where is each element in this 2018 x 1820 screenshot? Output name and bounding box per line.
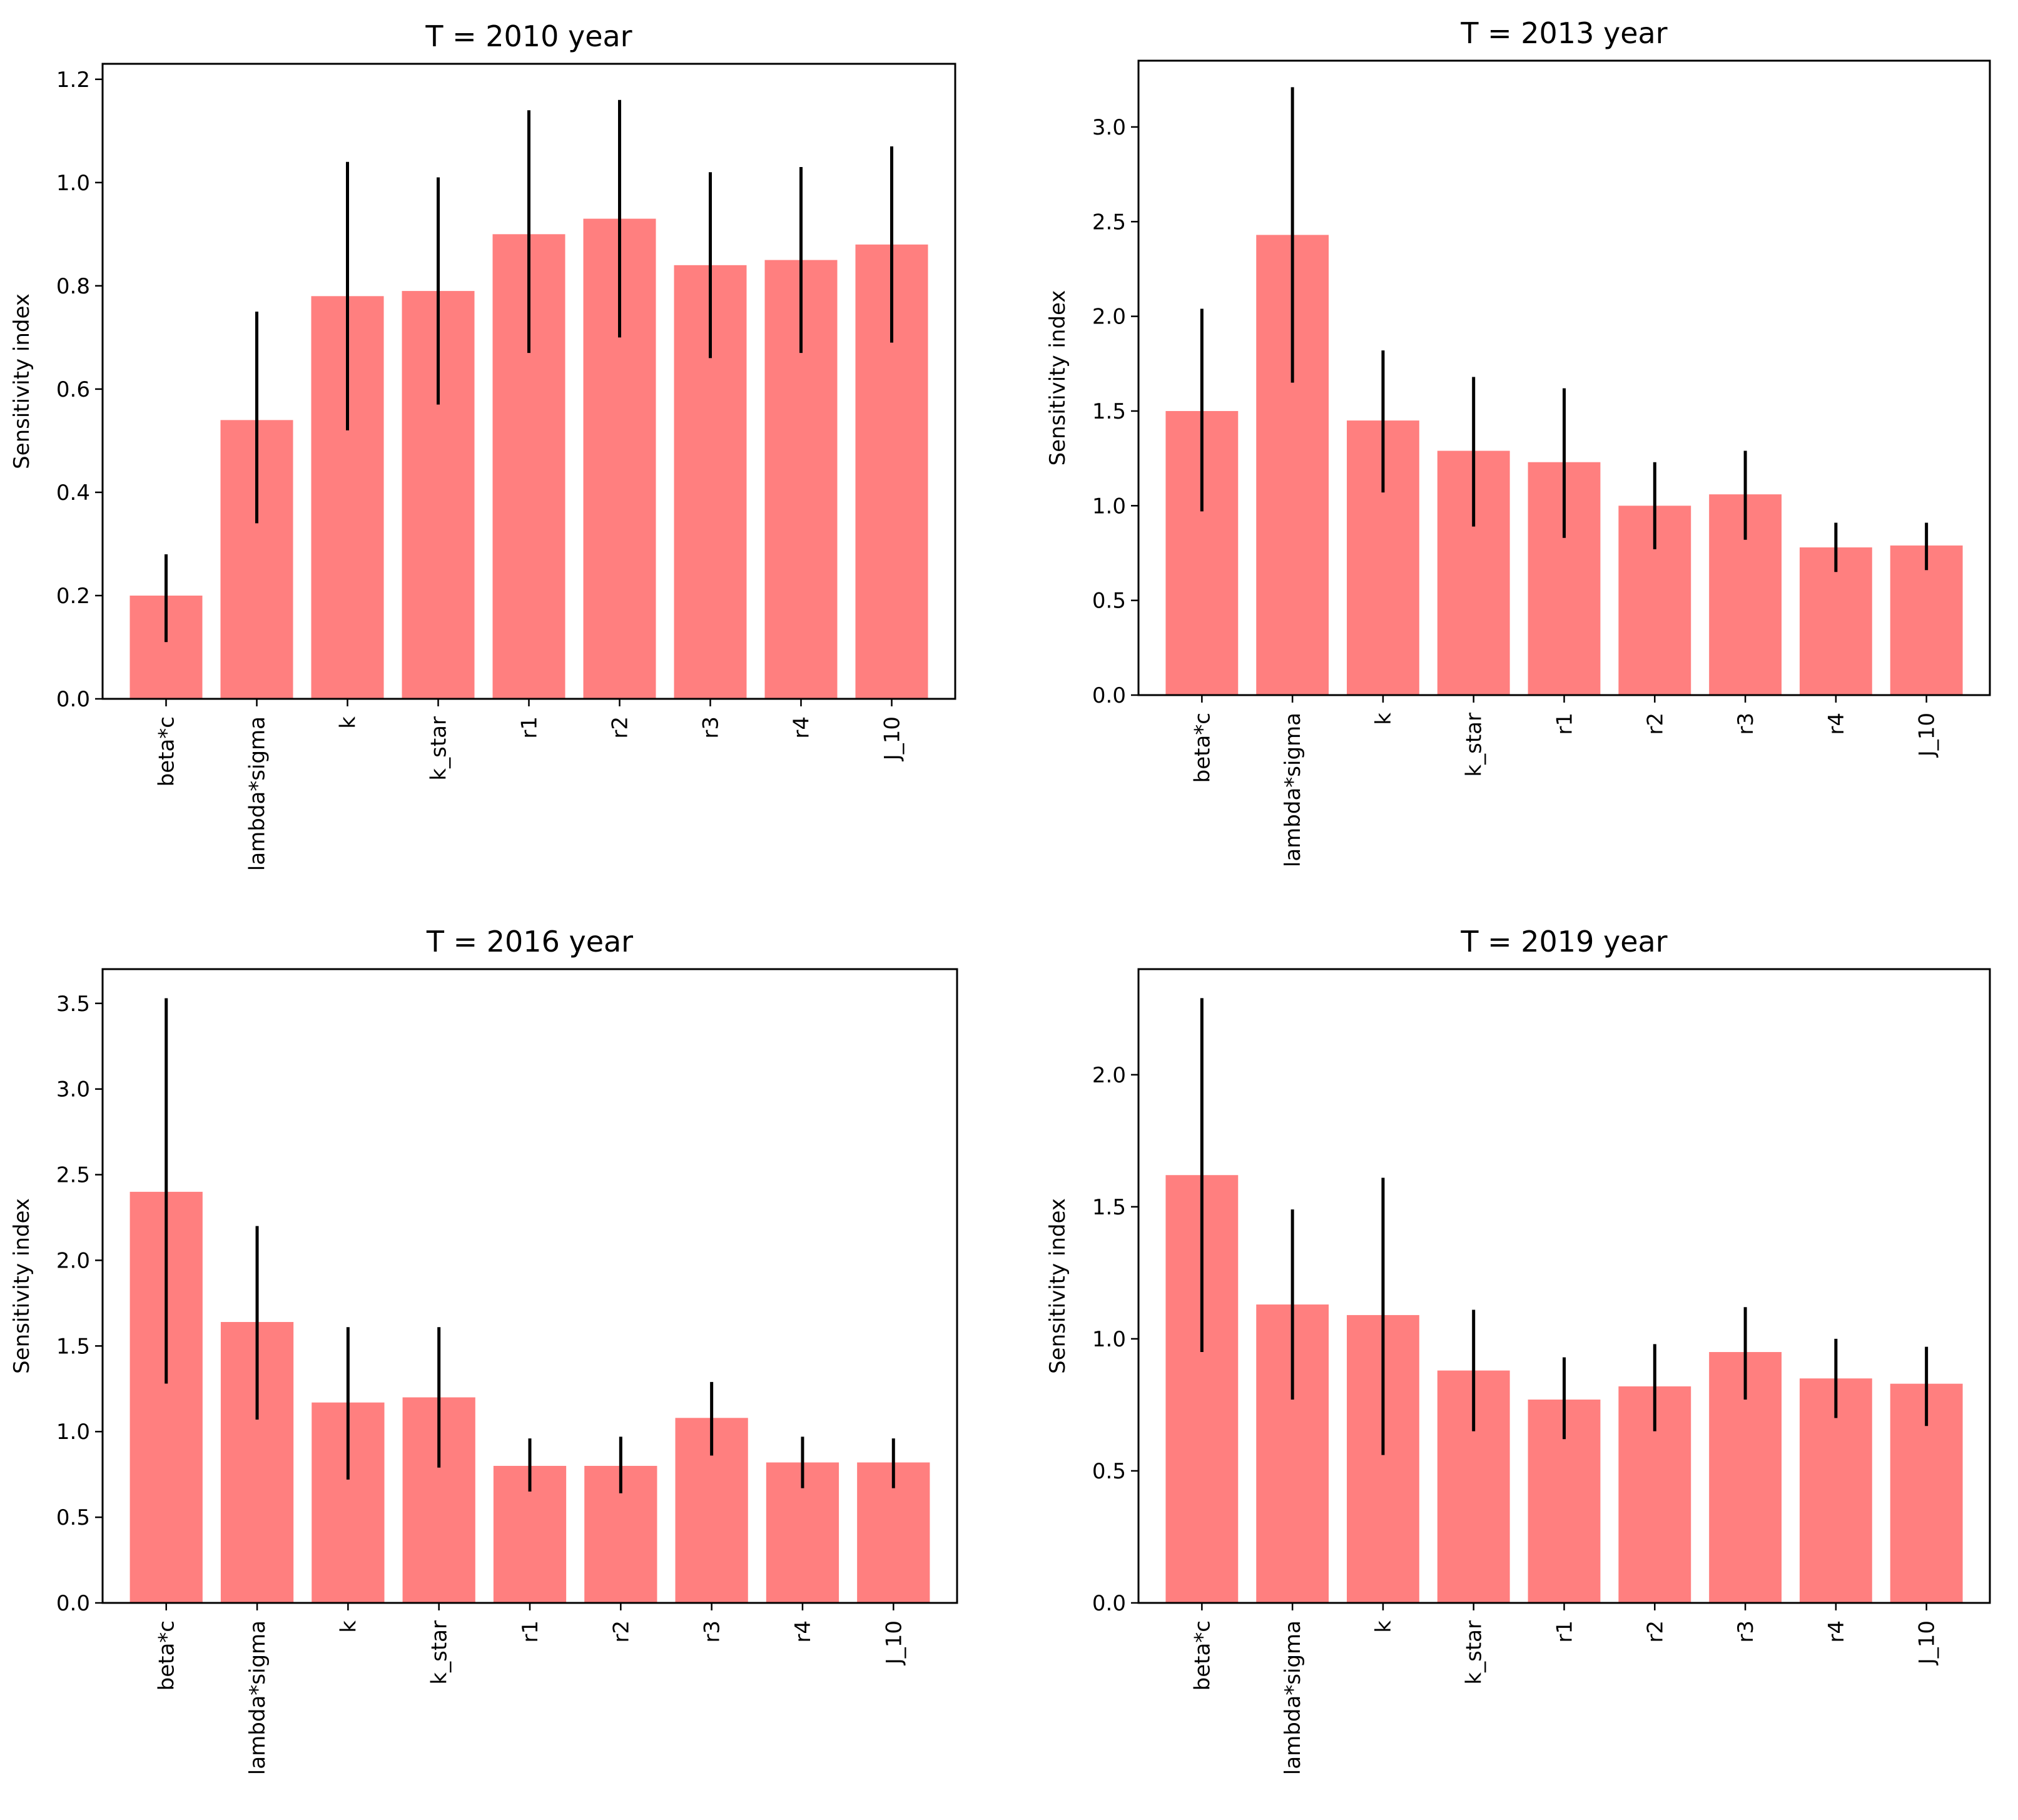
y-tick-label: 3.0 (56, 1077, 90, 1102)
y-tick-label: 2.0 (1092, 305, 1126, 330)
x-tick-label: lambda*sigma (1280, 1620, 1306, 1775)
x-tick-label: k (336, 1620, 361, 1633)
y-axis-label: Sensitivity index (1045, 290, 1070, 466)
y-tick-label: 0.5 (1092, 589, 1126, 614)
y-tick-label: 1.2 (56, 68, 90, 93)
y-tick-label: 0.0 (56, 1591, 90, 1616)
y-axis-label: Sensitivity index (1045, 1198, 1070, 1374)
y-axis-label: Sensitivity index (9, 293, 34, 469)
x-tick-label: k_star (1462, 1620, 1487, 1685)
chart-title: T = 2016 year (426, 925, 633, 958)
y-tick-label: 2.0 (1092, 1063, 1126, 1088)
x-tick-label: k (336, 716, 361, 729)
chart-title: T = 2013 year (1460, 16, 1667, 50)
x-tick-label: beta*c (155, 1620, 180, 1690)
y-tick-label: 0.4 (56, 480, 90, 506)
x-tick-label: r1 (518, 1620, 543, 1643)
y-tick-label: 1.5 (1092, 399, 1126, 424)
chart-panel-4: T = 2019 year Sensitivity index 0.0 0.5 1.0 1… (1045, 925, 1991, 1775)
x-tick-label: r4 (791, 1620, 816, 1643)
x-tick-label: J_10 (1915, 713, 1940, 758)
y-tick-label: 1.0 (56, 1420, 90, 1445)
y-tick-label: 0.0 (1092, 683, 1126, 708)
x-tick-label: r4 (789, 716, 814, 739)
y-tick-label: 3.5 (56, 992, 90, 1017)
x-tick-label: r4 (1824, 1620, 1849, 1643)
x-tick-label: J_10 (1915, 1620, 1940, 1665)
x-tick-label: beta*c (1190, 713, 1215, 783)
chart-title: T = 2019 year (1460, 925, 1667, 958)
x-tick-label: r3 (700, 1620, 725, 1643)
y-tick-label: 0.0 (1092, 1591, 1126, 1616)
x-tick-label: lambda*sigma (245, 1620, 270, 1775)
y-tick-label: 1.5 (56, 1334, 90, 1359)
y-tick-label: 3.0 (1092, 115, 1126, 140)
y-tick-label: 0.5 (56, 1505, 90, 1530)
x-tick-label: beta*c (155, 716, 180, 786)
y-tick-label: 2.5 (56, 1163, 90, 1188)
x-tick-label: r3 (1733, 1620, 1758, 1643)
bar (1890, 545, 1963, 695)
y-tick-label: 1.0 (1092, 494, 1126, 519)
x-tick-label: r4 (1824, 713, 1849, 735)
y-tick-label: 1.0 (56, 171, 90, 196)
x-tick-label: k_star (1462, 713, 1487, 777)
x-tick-label: r2 (1643, 1620, 1668, 1643)
x-tick-label: J_10 (881, 1620, 906, 1665)
chart-panel-1: T = 2010 year Sensitivity index 0.0 0.2 0.4 0… (9, 19, 956, 871)
chart-title: T = 2010 year (425, 19, 632, 53)
x-tick-label: r1 (1553, 1620, 1578, 1643)
chart-panel-3: T = 2016 year Sensitivity index 0.0 0.5 1.0 1… (9, 925, 958, 1775)
x-tick-label: lambda*sigma (245, 716, 270, 871)
y-tick-label: 0.8 (56, 274, 90, 299)
x-tick-label: lambda*sigma (1280, 713, 1306, 867)
y-tick-label: 0.6 (56, 377, 90, 402)
x-tick-label: r2 (609, 1620, 634, 1643)
x-tick-label: k (1371, 713, 1396, 725)
x-tick-label: r1 (1553, 713, 1578, 735)
y-tick-label: 0.5 (1092, 1459, 1126, 1484)
y-tick-label: 1.5 (1092, 1195, 1126, 1220)
x-tick-label: r1 (517, 716, 542, 739)
y-tick-label: 0.2 (56, 584, 90, 609)
x-tick-label: J_10 (880, 716, 905, 761)
x-tick-label: r2 (608, 716, 633, 739)
x-tick-label: r2 (1643, 713, 1668, 735)
x-tick-label: r3 (1733, 713, 1758, 735)
x-tick-label: beta*c (1190, 1620, 1215, 1690)
chart-panel-2: T = 2013 year Sensitivity index 0.0 0.5 1.0 1… (1045, 16, 1991, 867)
x-tick-label: k_star (427, 1620, 452, 1685)
y-axis-label: Sensitivity index (9, 1198, 34, 1374)
x-tick-label: k (1371, 1620, 1396, 1633)
y-tick-label: 2.0 (56, 1248, 90, 1273)
y-tick-label: 0.0 (56, 687, 90, 712)
x-tick-label: k_star (427, 716, 452, 781)
y-tick-label: 1.0 (1092, 1327, 1126, 1352)
x-tick-label: r3 (699, 716, 724, 739)
y-tick-label: 2.5 (1092, 210, 1126, 235)
